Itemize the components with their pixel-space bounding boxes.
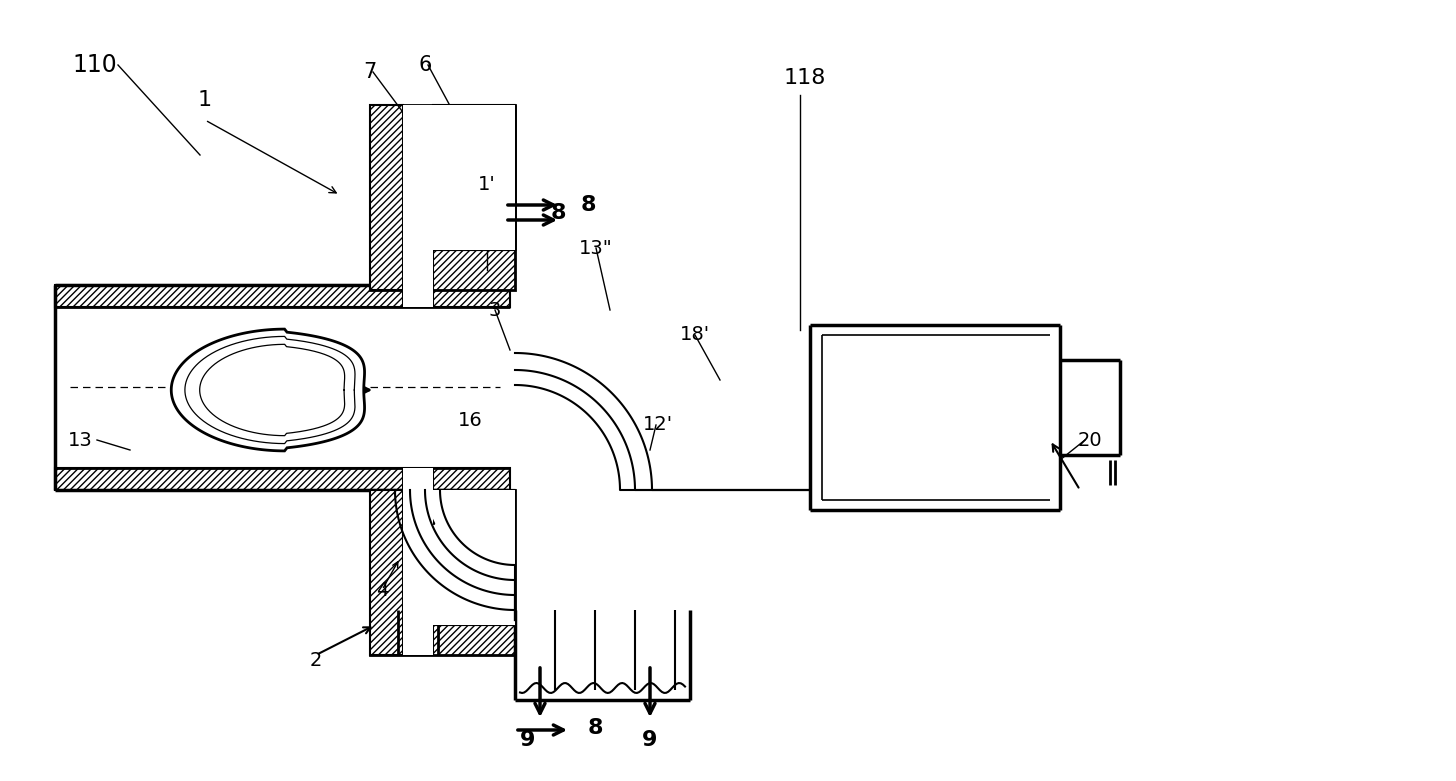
Polygon shape <box>370 105 515 290</box>
Polygon shape <box>403 107 432 288</box>
Polygon shape <box>55 285 510 307</box>
Text: 2: 2 <box>310 651 322 669</box>
Text: 118: 118 <box>783 68 826 88</box>
Text: 13: 13 <box>67 430 92 450</box>
Polygon shape <box>432 105 515 250</box>
Text: 8: 8 <box>243 430 256 450</box>
Text: 8: 8 <box>587 718 603 738</box>
Polygon shape <box>403 468 432 490</box>
Text: 9: 9 <box>642 730 658 750</box>
Text: 8: 8 <box>550 203 566 223</box>
Text: 16: 16 <box>457 411 482 430</box>
Polygon shape <box>403 290 432 307</box>
Text: 4: 4 <box>376 580 389 600</box>
Text: 110: 110 <box>73 53 118 77</box>
Text: 13": 13" <box>579 238 613 258</box>
Polygon shape <box>403 490 432 655</box>
Polygon shape <box>370 490 515 655</box>
Text: 9: 9 <box>520 730 536 750</box>
Text: 20: 20 <box>1077 430 1102 450</box>
Text: 6: 6 <box>418 55 431 75</box>
Polygon shape <box>432 490 515 625</box>
Polygon shape <box>403 105 432 290</box>
Polygon shape <box>172 329 364 451</box>
Polygon shape <box>370 490 403 655</box>
Text: 7: 7 <box>364 62 377 82</box>
Text: 12': 12' <box>644 415 673 434</box>
Polygon shape <box>403 492 432 653</box>
Polygon shape <box>432 490 515 625</box>
Text: 1: 1 <box>198 90 213 110</box>
Text: 8: 8 <box>581 195 596 215</box>
Text: 1': 1' <box>478 176 496 194</box>
Polygon shape <box>370 105 403 290</box>
Polygon shape <box>432 105 515 250</box>
Polygon shape <box>55 468 510 490</box>
Text: 3: 3 <box>489 301 501 319</box>
Text: 18': 18' <box>680 326 711 344</box>
